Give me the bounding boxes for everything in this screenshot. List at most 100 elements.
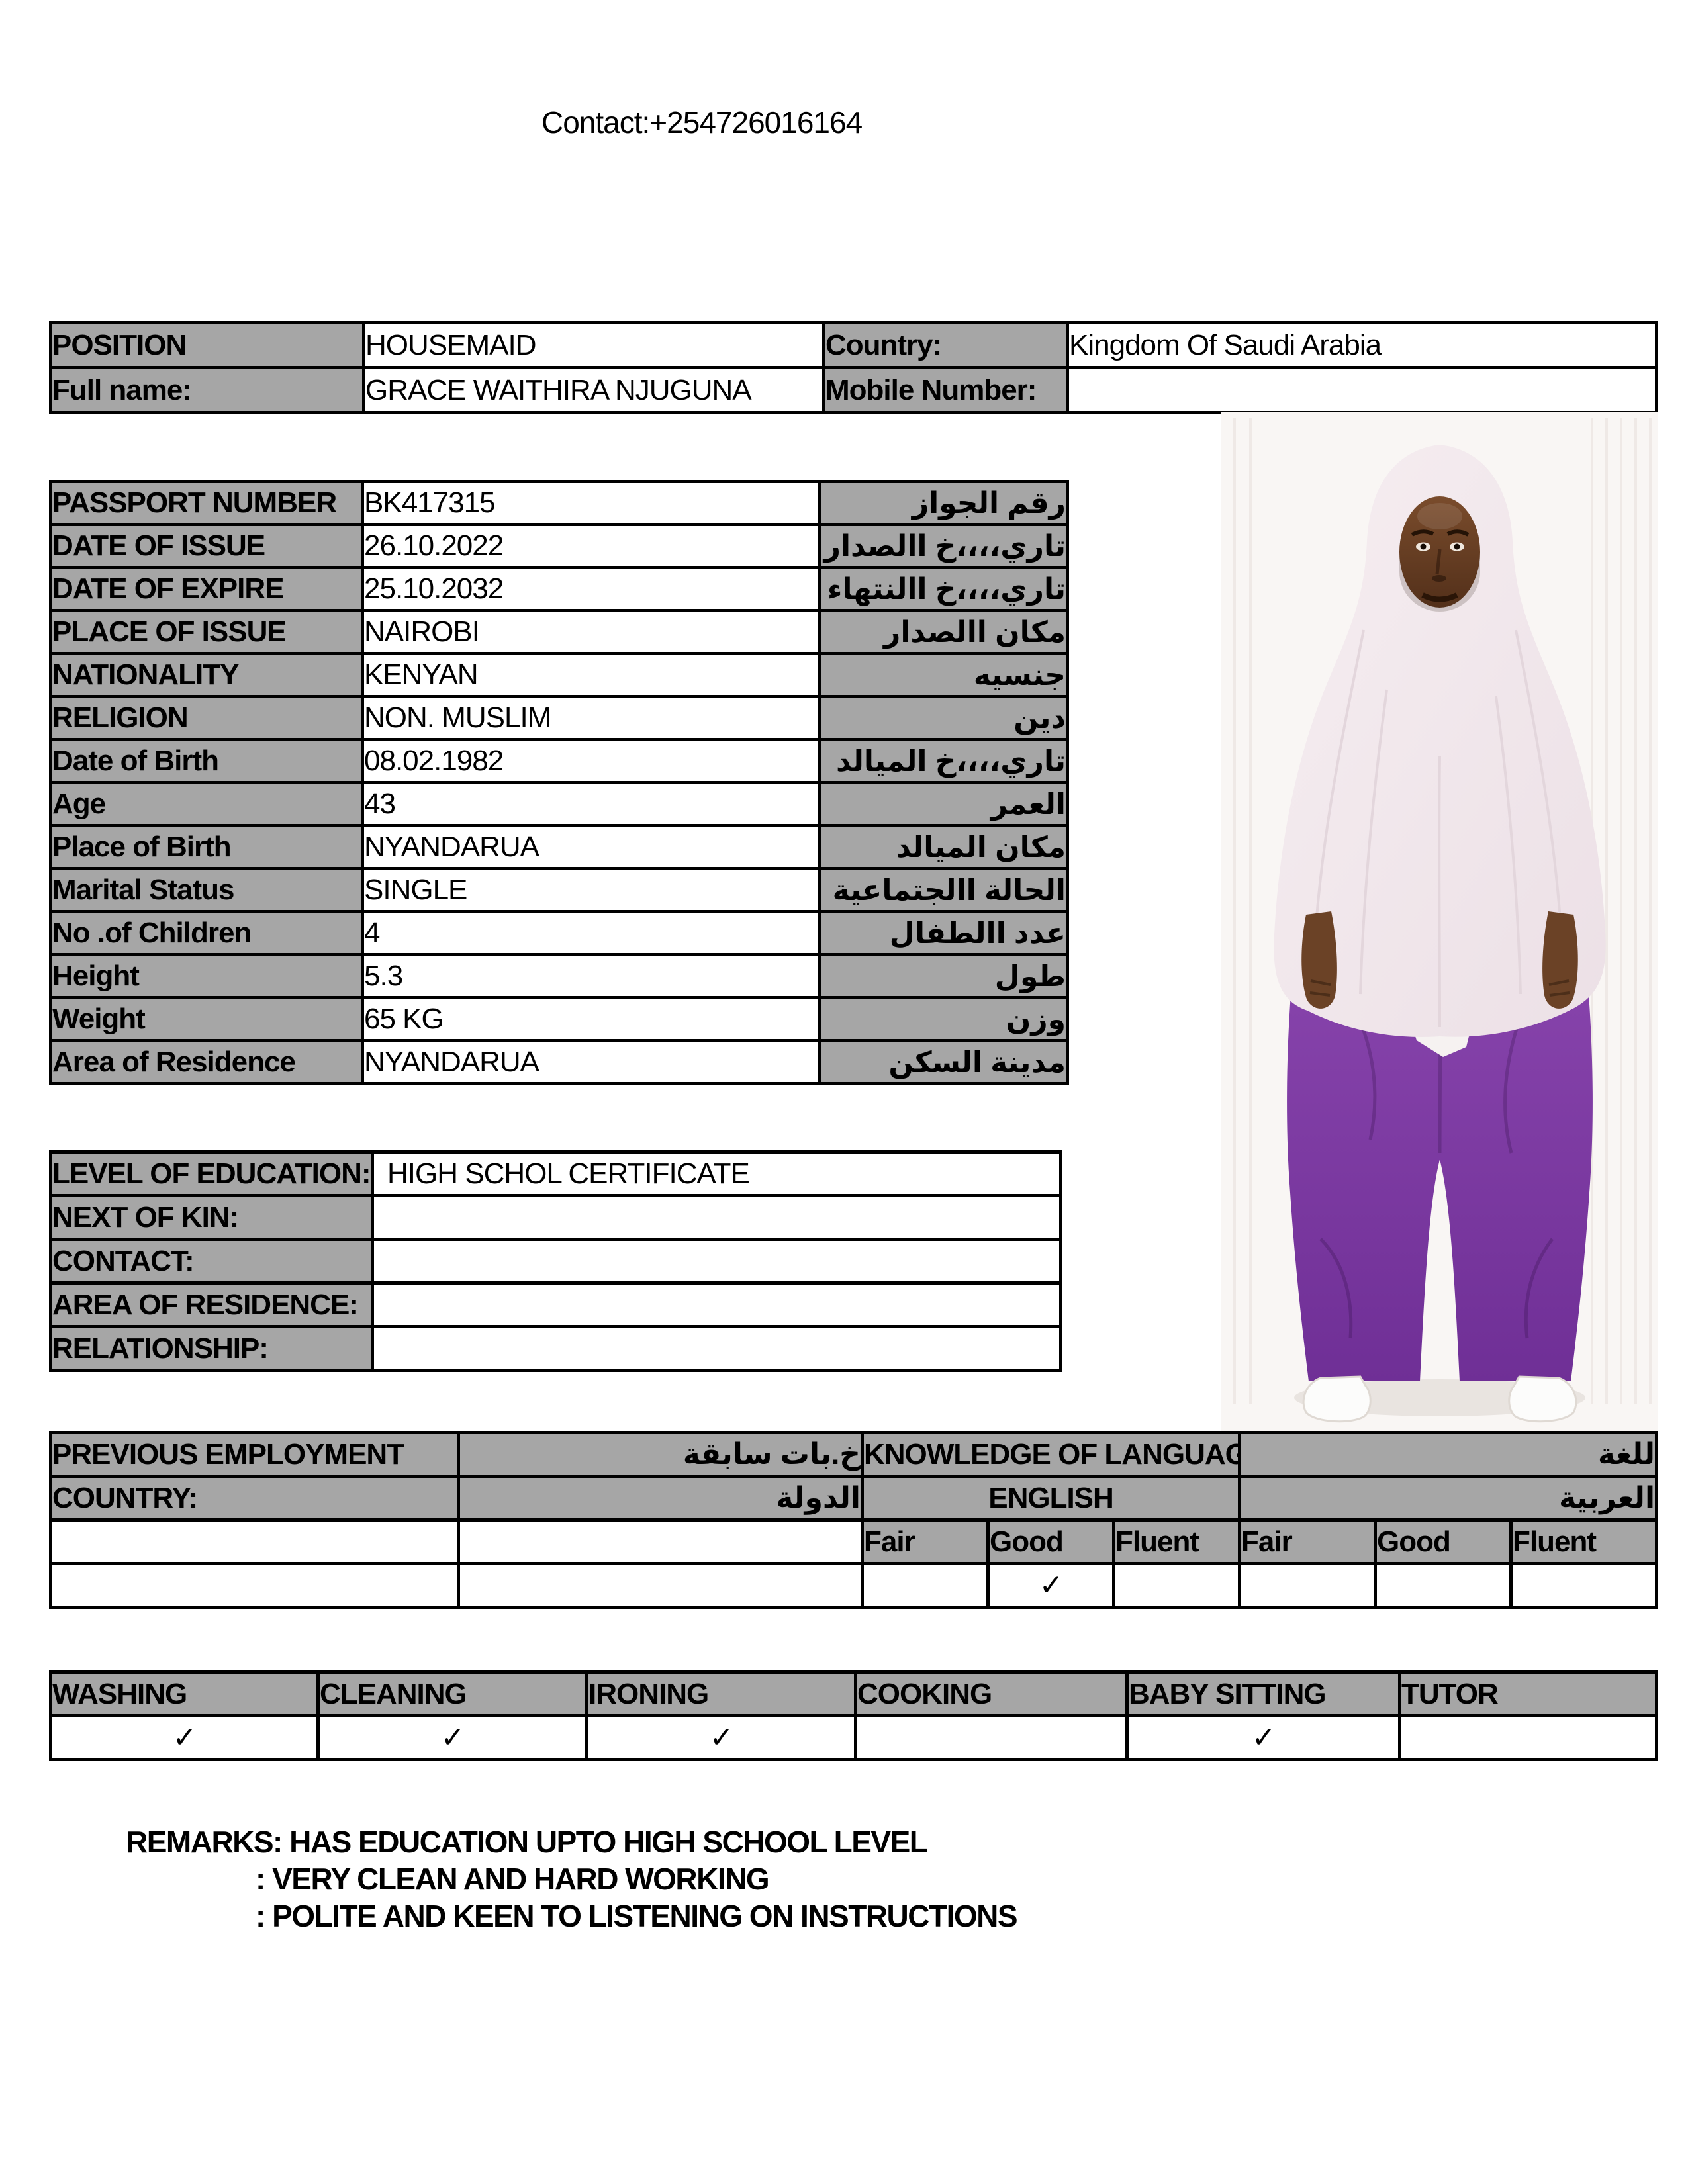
table-row: PREVIOUS EMPLOYMENT خ.بات سابقة KNOWLEDG…: [49, 1431, 1659, 1478]
table-row: Marital Status SINGLE الحالة االجتماعية: [49, 867, 1069, 913]
row-arabic-label: تاري،،،،خ الميالد: [818, 738, 1069, 784]
cleaning-checkbox: ✓: [316, 1714, 588, 1761]
shoes: [1302, 1375, 1577, 1423]
purple-trousers: [1287, 925, 1593, 1381]
table-row: LEVEL OF EDUCATION: HIGH SCHOL CERTIFICAT…: [49, 1150, 1062, 1197]
row-arabic-label: تاري،،،،خ االصدار: [818, 523, 1069, 569]
mobile-label: Mobile Number:: [822, 366, 1069, 414]
row-arabic-label: طول: [818, 953, 1069, 999]
row-label: LEVEL OF EDUCATION:: [49, 1150, 374, 1197]
row-arabic-label: تاري،،،،خ االنتهاء: [818, 566, 1069, 612]
row-value: BK417315: [361, 480, 821, 526]
row-value: 43: [361, 781, 821, 827]
right-hand: [1542, 911, 1578, 1009]
table-row: No .of Children 4 عدد االطفال: [49, 910, 1069, 956]
left-shoe: [1302, 1375, 1372, 1423]
row-value: 26.10.2022: [361, 523, 821, 569]
left-hand: [1301, 911, 1337, 1009]
english-good-checkbox: ✓: [986, 1562, 1115, 1609]
row-label: Weight: [49, 996, 364, 1042]
english-fluent-header: Fluent: [1111, 1518, 1242, 1565]
row-value: 65 KG: [361, 996, 821, 1042]
row-arabic-label: مكان الميالد: [818, 824, 1069, 870]
baby-sitting-checkbox: ✓: [1125, 1714, 1401, 1761]
table-row: DATE OF ISSUE 26.10.2022 تاري،،،،خ االصدار: [49, 523, 1069, 569]
table-row: Area of Residence NYANDARUA مدينة السكن: [49, 1039, 1069, 1085]
row-label: Area of Residence: [49, 1039, 364, 1085]
header-row-name: Full name: GRACE WAITHIRA NJUGUNA Mobile…: [49, 366, 1658, 414]
row-label: Date of Birth: [49, 738, 364, 784]
remarks-line-2: : VERY CLEAN AND HARD WORKING: [256, 1862, 770, 1896]
table-row: RELATIONSHIP:: [49, 1325, 1062, 1372]
cooking-checkbox: [854, 1714, 1129, 1761]
baby-sitting-header: BABY SITTING: [1125, 1670, 1401, 1717]
employment-cell: [49, 1562, 460, 1609]
row-value: 08.02.1982: [361, 738, 821, 784]
arabic-language-label: العربية: [1238, 1475, 1659, 1522]
remarks-line-1: REMARKS: HAS EDUCATION UPTO HIGH SCHOOL …: [126, 1825, 928, 1859]
arabic-fluent-checkbox: [1509, 1562, 1659, 1609]
english-good-header: Good: [986, 1518, 1115, 1565]
skills-table: WASHING CLEANING IRONING COOKING BABY SI…: [49, 1670, 1658, 1761]
row-value: [371, 1281, 1062, 1328]
table-row: NATIONALITY KENYAN جنسيه: [49, 652, 1069, 698]
table-row: PASSPORT NUMBER BK417315 رقم الجواز: [49, 480, 1069, 526]
table-row: Place of Birth NYANDARUA مكان الميالد: [49, 824, 1069, 870]
row-arabic-label: الحالة االجتماعية: [818, 867, 1069, 913]
face-features: [1411, 529, 1470, 602]
row-value: SINGLE: [361, 867, 821, 913]
hijab-folds: [1313, 629, 1564, 1028]
english-label: ENGLISH: [860, 1475, 1242, 1522]
row-label: DATE OF ISSUE: [49, 523, 364, 569]
remarks-line-3: : POLITE AND KEEN TO LISTENING ON INSTRU…: [256, 1899, 1018, 1933]
row-label: Marital Status: [49, 867, 364, 913]
row-label: PASSPORT NUMBER: [49, 480, 364, 526]
row-value: NYANDARUA: [361, 1039, 821, 1085]
arabic-good-checkbox: [1374, 1562, 1513, 1609]
table-row: DATE OF EXPIRE 25.10.2032 تاري،،،،خ االنته…: [49, 566, 1069, 612]
english-fair-checkbox: [861, 1562, 990, 1609]
english-fluent-checkbox: [1111, 1562, 1242, 1609]
mobile-value: [1066, 366, 1658, 414]
row-value: 5.3: [361, 953, 821, 999]
table-row: Date of Birth 08.02.1982 تاري،،،،خ الميالد: [49, 738, 1069, 784]
row-value: [371, 1325, 1062, 1372]
row-label: NATIONALITY: [49, 652, 364, 698]
knowledge-of-language-label: KNOWLEDGE OF LANGUAGE: [860, 1431, 1242, 1478]
passport-details-table: PASSPORT NUMBER BK417315 رقم الجواز DATE O…: [49, 480, 1069, 1085]
row-label: No .of Children: [49, 910, 364, 956]
employment-country-cell: [457, 1562, 864, 1609]
arabic-good-header: Good: [1374, 1518, 1513, 1565]
row-arabic-label: وزن: [818, 996, 1069, 1042]
row-arabic-label: مدينة السكن: [818, 1039, 1069, 1085]
english-fair-header: Fair: [861, 1518, 990, 1565]
fullname-value: GRACE WAITHIRA NJUGUNA: [362, 366, 825, 414]
row-label: PLACE OF ISSUE: [49, 609, 364, 655]
right-fingers: [1548, 979, 1570, 997]
row-value: 4: [361, 910, 821, 956]
washing-checkbox: ✓: [49, 1714, 320, 1761]
row-label: RELATIONSHIP:: [49, 1325, 374, 1372]
row-value: NAIROBI: [361, 609, 821, 655]
right-pupil: [1454, 543, 1460, 550]
table-row: CONTACT:: [49, 1238, 1062, 1285]
left-eyebrow: [1411, 529, 1434, 537]
white-hijab: [1274, 445, 1606, 1037]
arabic-fair-header: Fair: [1238, 1518, 1378, 1565]
forehead-highlight: [1417, 503, 1462, 529]
country-arabic-label: الدولة: [457, 1475, 864, 1522]
row-value: [371, 1238, 1062, 1285]
ironing-header: IRONING: [585, 1670, 857, 1717]
previous-employment-label: PREVIOUS EMPLOYMENT: [49, 1431, 460, 1478]
education-table: LEVEL OF EDUCATION: HIGH SCHOL CERTIFICAT…: [49, 1150, 1062, 1372]
table-row: COUNTRY: الدولة ENGLISH العربية: [49, 1475, 1659, 1522]
country-label: COUNTRY:: [49, 1475, 460, 1522]
table-row: ✓: [49, 1562, 1659, 1609]
table-row: Height 5.3 طول: [49, 953, 1069, 999]
row-arabic-label: عدد االطفال: [818, 910, 1069, 956]
row-value: 25.10.2032: [361, 566, 821, 612]
row-arabic-label: العمر: [818, 781, 1069, 827]
table-row: Age 43 العمر: [49, 781, 1069, 827]
right-eyebrow: [1446, 529, 1470, 537]
